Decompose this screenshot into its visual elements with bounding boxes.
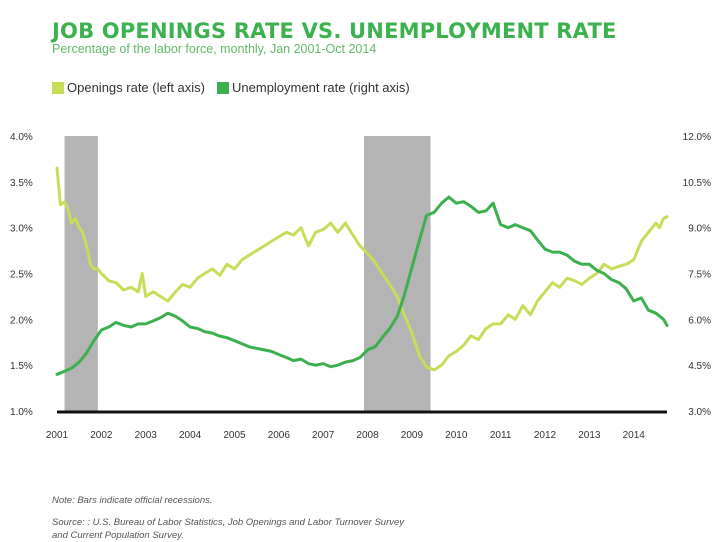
unemployment-swatch xyxy=(217,81,230,94)
legend-label-openings: Openings rate (left axis) xyxy=(67,80,206,95)
recession-bar-1 xyxy=(64,136,98,411)
x-axis-tick: 2008 xyxy=(356,430,379,441)
right-axis-tick: 4.5% xyxy=(688,361,711,372)
legend-item-openings: Openings rate (left axis) xyxy=(52,80,205,95)
right-axis-tick: 6.0% xyxy=(688,315,711,326)
left-axis-tick: 2.5% xyxy=(10,270,33,281)
x-axis-tick: 2013 xyxy=(578,430,601,441)
openings-rate-line xyxy=(55,166,669,372)
right-axis-tick: 7.5% xyxy=(688,270,711,281)
x-axis-tick: 2006 xyxy=(268,430,291,441)
legend-label-unemployment: Unemployment rate (right axis) xyxy=(232,80,410,95)
right-axis-tick: 12.0% xyxy=(683,132,711,143)
left-axis-tick: 2.0% xyxy=(10,315,33,326)
x-axis-tick: 2009 xyxy=(401,430,424,441)
x-axis-tick: 2003 xyxy=(135,430,158,441)
note-recessions: Note: Bars indicate official recessions. xyxy=(52,495,213,506)
x-axis-tick: 2004 xyxy=(179,430,202,441)
x-axis-tick: 2014 xyxy=(623,430,646,441)
note-source: Source: : U.S. Bureau of Labor Statistic… xyxy=(52,517,405,528)
left-axis-tick: 1.0% xyxy=(10,407,33,418)
left-axis-tick: 3.0% xyxy=(10,224,33,235)
left-axis-tick: 1.5% xyxy=(10,361,33,372)
left-axis-tick: 4.0% xyxy=(10,132,33,143)
right-axis-tick: 3.0% xyxy=(688,407,711,418)
x-axis-tick: 2012 xyxy=(534,430,557,441)
recession-bar-2 xyxy=(363,136,431,411)
legend: Openings rate (left axis) Unemployment r… xyxy=(52,80,422,95)
x-axis-tick: 2010 xyxy=(445,430,468,441)
x-axis-tick: 2005 xyxy=(223,430,246,441)
openings-swatch xyxy=(52,81,64,94)
x-axis-tick: 2007 xyxy=(312,430,335,441)
right-axis-tick: 9.0% xyxy=(688,224,711,235)
x-axis-tick: 2001 xyxy=(46,430,69,441)
x-axis-tick: 2011 xyxy=(490,430,512,441)
x-axis-tick: 2002 xyxy=(90,430,113,441)
chart-title: JOB OPENINGS RATE VS. UNEMPLOYMENT RATE xyxy=(52,19,617,43)
note-source-cont: and Current Population Survey. xyxy=(52,530,184,541)
right-axis-tick: 10.5% xyxy=(683,178,711,189)
chart-subtitle: Percentage of the labor force, monthly, … xyxy=(52,42,377,56)
left-axis-tick: 3.5% xyxy=(10,178,33,189)
unemployment-rate-line xyxy=(55,195,669,376)
chart-notes: Note: Bars indicate official recessions.… xyxy=(52,494,404,542)
legend-item-unemployment: Unemployment rate (right axis) xyxy=(217,80,410,95)
